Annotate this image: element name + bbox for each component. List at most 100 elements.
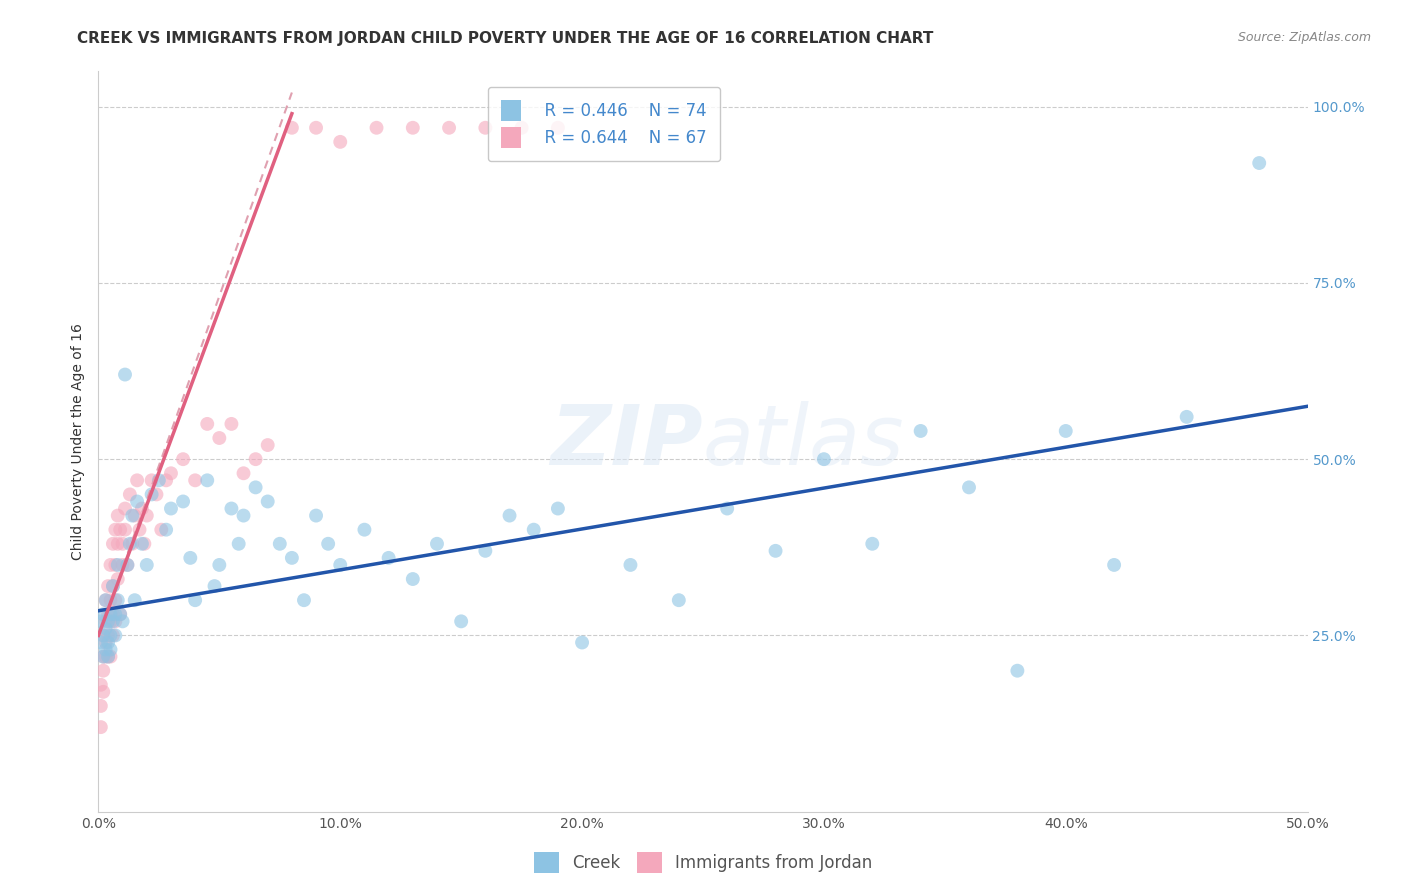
Point <box>104 607 127 622</box>
Point <box>100 607 122 622</box>
Point <box>114 523 136 537</box>
Point <box>111 558 134 572</box>
Point <box>94 635 117 649</box>
Point <box>957 480 980 494</box>
Point <box>131 537 153 551</box>
Point <box>97 615 120 629</box>
Point <box>94 593 117 607</box>
Point <box>108 523 131 537</box>
Point <box>208 431 231 445</box>
Point <box>281 120 304 135</box>
Text: Source: ZipAtlas.com: Source: ZipAtlas.com <box>1237 31 1371 45</box>
Point <box>221 417 243 431</box>
Point <box>90 720 112 734</box>
Point <box>316 537 339 551</box>
Point <box>101 537 124 551</box>
Point <box>716 501 738 516</box>
Point <box>305 120 328 135</box>
Point <box>131 501 153 516</box>
Point <box>228 537 250 551</box>
Point <box>97 635 120 649</box>
Point <box>118 487 141 501</box>
Point <box>124 508 146 523</box>
Point <box>329 135 352 149</box>
Point <box>204 579 226 593</box>
Point <box>510 120 533 135</box>
Point <box>97 628 120 642</box>
Point <box>269 537 291 551</box>
Point <box>195 417 218 431</box>
Point <box>813 452 835 467</box>
Point <box>208 558 231 572</box>
Point <box>91 628 114 642</box>
Point <box>329 558 352 572</box>
Point <box>547 120 569 135</box>
Point <box>668 593 690 607</box>
Legend:   R = 0.446    N = 74,   R = 0.644    N = 67: R = 0.446 N = 74, R = 0.644 N = 67 <box>488 87 720 161</box>
Point <box>245 452 267 467</box>
Text: ZIP: ZIP <box>550 401 703 482</box>
Point <box>141 487 163 501</box>
Point <box>179 550 201 565</box>
Point <box>353 523 375 537</box>
Point <box>104 628 127 642</box>
Point <box>426 537 449 551</box>
Point <box>765 544 787 558</box>
Point <box>107 558 129 572</box>
Point <box>305 508 328 523</box>
Point <box>155 523 177 537</box>
Point <box>97 649 120 664</box>
Point <box>127 494 149 508</box>
Point <box>135 508 157 523</box>
Point <box>121 508 143 523</box>
Point <box>90 698 112 713</box>
Point <box>90 635 112 649</box>
Legend: Creek, Immigrants from Jordan: Creek, Immigrants from Jordan <box>527 846 879 880</box>
Point <box>256 438 278 452</box>
Point <box>127 473 149 487</box>
Point <box>437 120 460 135</box>
Point <box>100 642 122 657</box>
Point <box>94 615 117 629</box>
Point <box>195 473 218 487</box>
Point <box>155 473 177 487</box>
Point <box>94 649 117 664</box>
Point <box>100 628 122 642</box>
Point <box>107 537 129 551</box>
Point <box>523 523 546 537</box>
Point <box>184 473 207 487</box>
Point <box>474 120 496 135</box>
Point <box>232 467 254 481</box>
Point <box>94 642 117 657</box>
Point <box>100 615 122 629</box>
Point <box>245 480 267 494</box>
Point <box>135 558 157 572</box>
Point <box>101 607 124 622</box>
Text: atlas: atlas <box>703 401 904 482</box>
Point <box>150 523 173 537</box>
Point <box>1007 664 1029 678</box>
Point <box>141 473 163 487</box>
Point <box>100 649 122 664</box>
Point <box>94 621 117 635</box>
Point <box>97 649 120 664</box>
Point <box>94 593 117 607</box>
Point <box>108 607 131 622</box>
Point <box>172 452 194 467</box>
Point <box>117 558 139 572</box>
Point <box>91 628 114 642</box>
Point <box>107 572 129 586</box>
Point <box>97 607 120 622</box>
Point <box>256 494 278 508</box>
Point <box>117 558 139 572</box>
Point <box>160 467 183 481</box>
Point <box>90 615 112 629</box>
Point <box>402 572 425 586</box>
Point <box>498 508 520 523</box>
Point <box>91 664 114 678</box>
Point <box>97 579 120 593</box>
Text: CREEK VS IMMIGRANTS FROM JORDAN CHILD POVERTY UNDER THE AGE OF 16 CORRELATION CH: CREEK VS IMMIGRANTS FROM JORDAN CHILD PO… <box>77 31 934 46</box>
Point <box>104 523 127 537</box>
Point <box>184 593 207 607</box>
Point <box>101 579 124 593</box>
